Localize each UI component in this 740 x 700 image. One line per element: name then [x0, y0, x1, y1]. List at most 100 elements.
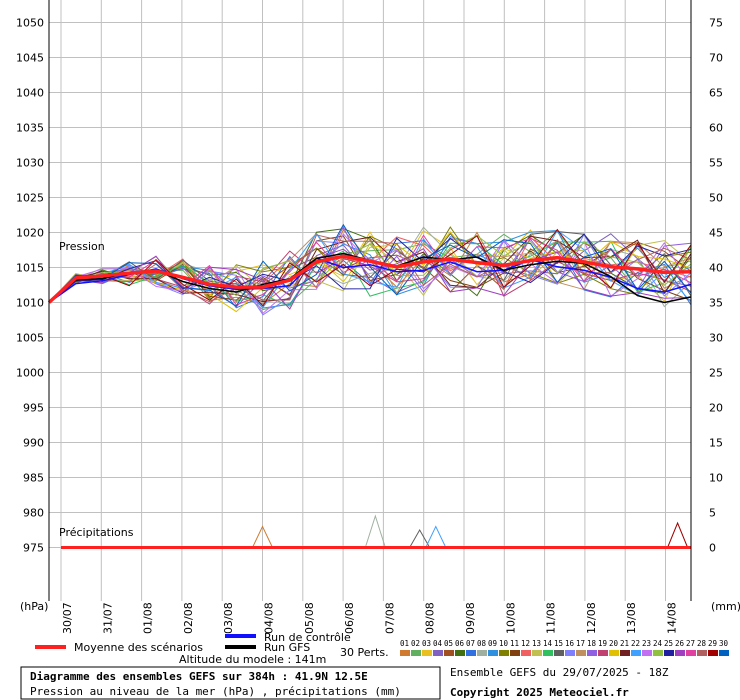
pert-legend-swatch: [488, 650, 498, 656]
date-tick-label: 13/08: [625, 602, 638, 634]
pressure-title: Pression: [59, 240, 105, 253]
pert-legend-number: 24: [653, 639, 663, 648]
pert-legend-swatch: [719, 650, 729, 656]
pert-legend-number: 22: [631, 639, 640, 648]
perturbation-lines: [48, 223, 692, 316]
pert-legend-number: 11: [510, 639, 519, 648]
pert-legend-number: 03: [422, 639, 431, 648]
pert-legend-number: 04: [433, 639, 443, 648]
pressure-tick-label: 985: [23, 472, 44, 485]
pert-legend-number: 06: [455, 639, 465, 648]
date-tick-label: 06/08: [343, 602, 356, 634]
pressure-tick-label: 1005: [16, 332, 44, 345]
pert-legend-swatch: [631, 650, 641, 656]
pert-legend-number: 01: [400, 639, 409, 648]
pert-legend-swatch: [609, 650, 619, 656]
legend-control-label: Run de contrôle: [264, 631, 351, 644]
precip-tick-label: 10: [709, 472, 723, 485]
pressure-tick-label: 990: [23, 437, 44, 450]
precip-tick-label: 65: [709, 87, 723, 100]
date-tick-label: 12/08: [585, 602, 598, 634]
precip-tick-label: 75: [709, 17, 723, 30]
precip-tick-label: 5: [709, 507, 716, 520]
date-tick-label: 08/08: [424, 602, 437, 634]
pressure-tick-label: 995: [23, 402, 44, 415]
date-tick-label: 14/08: [666, 602, 679, 634]
date-tick-label: 07/08: [383, 602, 396, 634]
precip-tick-label: 50: [709, 192, 723, 205]
diagram-title: Diagramme des ensembles GEFS sur 384h : …: [30, 670, 368, 683]
pert-legend-number: 13: [532, 639, 541, 648]
precip-tick-label: 25: [709, 367, 723, 380]
date-tick-label: 11/08: [545, 602, 558, 634]
pert-legend-swatch: [444, 650, 454, 656]
precip-tick-label: 45: [709, 227, 723, 240]
diagram-subtitle: Pression au niveau de la mer (hPa) , pré…: [30, 685, 401, 698]
pert-legend-swatch: [587, 650, 597, 656]
pert-legend-number: 19: [598, 639, 607, 648]
precip-tick-label: 60: [709, 122, 723, 135]
legend-gfs-label: Run GFS: [264, 641, 310, 654]
date-tick-label: 01/08: [142, 602, 155, 634]
date-tick-label: 03/08: [222, 602, 235, 634]
pressure-tick-label: 1025: [16, 192, 44, 205]
pert-line: [48, 229, 692, 309]
pressure-tick-label: 1030: [16, 157, 44, 170]
precip-peak-line: [409, 528, 431, 548]
pert-legend-swatch: [433, 650, 443, 656]
pert-legend-number: 10: [499, 639, 509, 648]
pert-legend-swatch: [532, 650, 542, 656]
pert-line: [48, 228, 692, 307]
pert-legend-number: 23: [642, 639, 651, 648]
date-tick-label: 31/07: [101, 602, 114, 634]
pert-legend-number: 30: [719, 639, 729, 648]
pert-legend-swatch: [565, 650, 575, 656]
pert-legend-swatch: [554, 650, 564, 656]
main-lines: [47, 252, 692, 549]
pert-legend-number: 29: [708, 639, 717, 648]
precip-lines: [252, 514, 689, 548]
precip-tick-label: 15: [709, 437, 723, 450]
pressure-tick-label: 1050: [16, 17, 44, 30]
pert-legend-number: 17: [576, 639, 585, 648]
pert-legend-swatch: [708, 650, 718, 656]
precip-tick-label: 0: [709, 542, 716, 555]
precip-peak-line: [364, 514, 386, 548]
precip-tick-label: 40: [709, 262, 723, 275]
info-box: [20, 666, 441, 700]
pert-legend-number: 27: [686, 639, 695, 648]
pert-line: [48, 248, 692, 310]
date-tick-label: 09/08: [464, 602, 477, 634]
pert-legend-number: 20: [609, 639, 619, 648]
pert-legend-swatch: [697, 650, 707, 656]
pert-legend-swatch: [521, 650, 531, 656]
pert-legend-swatch: [510, 650, 520, 656]
precip-axis-ticks: 0 5 10 15 20 25 30 35 40 45 50 55 60 65 70 75: [709, 17, 723, 555]
pert-legend-number: 14: [543, 639, 553, 648]
precip-tick-label: 55: [709, 157, 723, 170]
legend-perts-label: 30 Perts.: [340, 646, 389, 659]
pert-legend-swatch: [455, 650, 465, 656]
pert-legend-swatch: [653, 650, 663, 656]
pert-legend-number: 07: [466, 639, 475, 648]
pert-legend-number: 15: [554, 639, 563, 648]
precip-tick-label: 30: [709, 332, 723, 345]
precip-peak-line: [252, 525, 273, 548]
pert-legend-swatch: [675, 650, 685, 656]
pressure-tick-label: 1015: [16, 262, 44, 275]
pert-legend-swatch: [598, 650, 608, 656]
precip-title: Précipitations: [59, 526, 134, 539]
pert-legend-swatch: [543, 650, 553, 656]
date-tick-label: 05/08: [303, 602, 316, 634]
pert-legend-number: 02: [411, 639, 420, 648]
date-tick-label: 04/08: [263, 602, 276, 634]
pert-legend-number: 18: [587, 639, 597, 648]
pressure-tick-label: 1045: [16, 52, 44, 65]
pert-legend-swatch: [576, 650, 586, 656]
pert-legend-swatch: [422, 650, 432, 656]
legend-mean-label: Moyenne des scénarios: [74, 641, 203, 654]
pressure-unit-label: (hPa): [20, 600, 48, 613]
pert-legend-number: 25: [664, 639, 673, 648]
pert-legend-number: 26: [675, 639, 685, 648]
pressure-tick-label: 1000: [16, 367, 44, 380]
